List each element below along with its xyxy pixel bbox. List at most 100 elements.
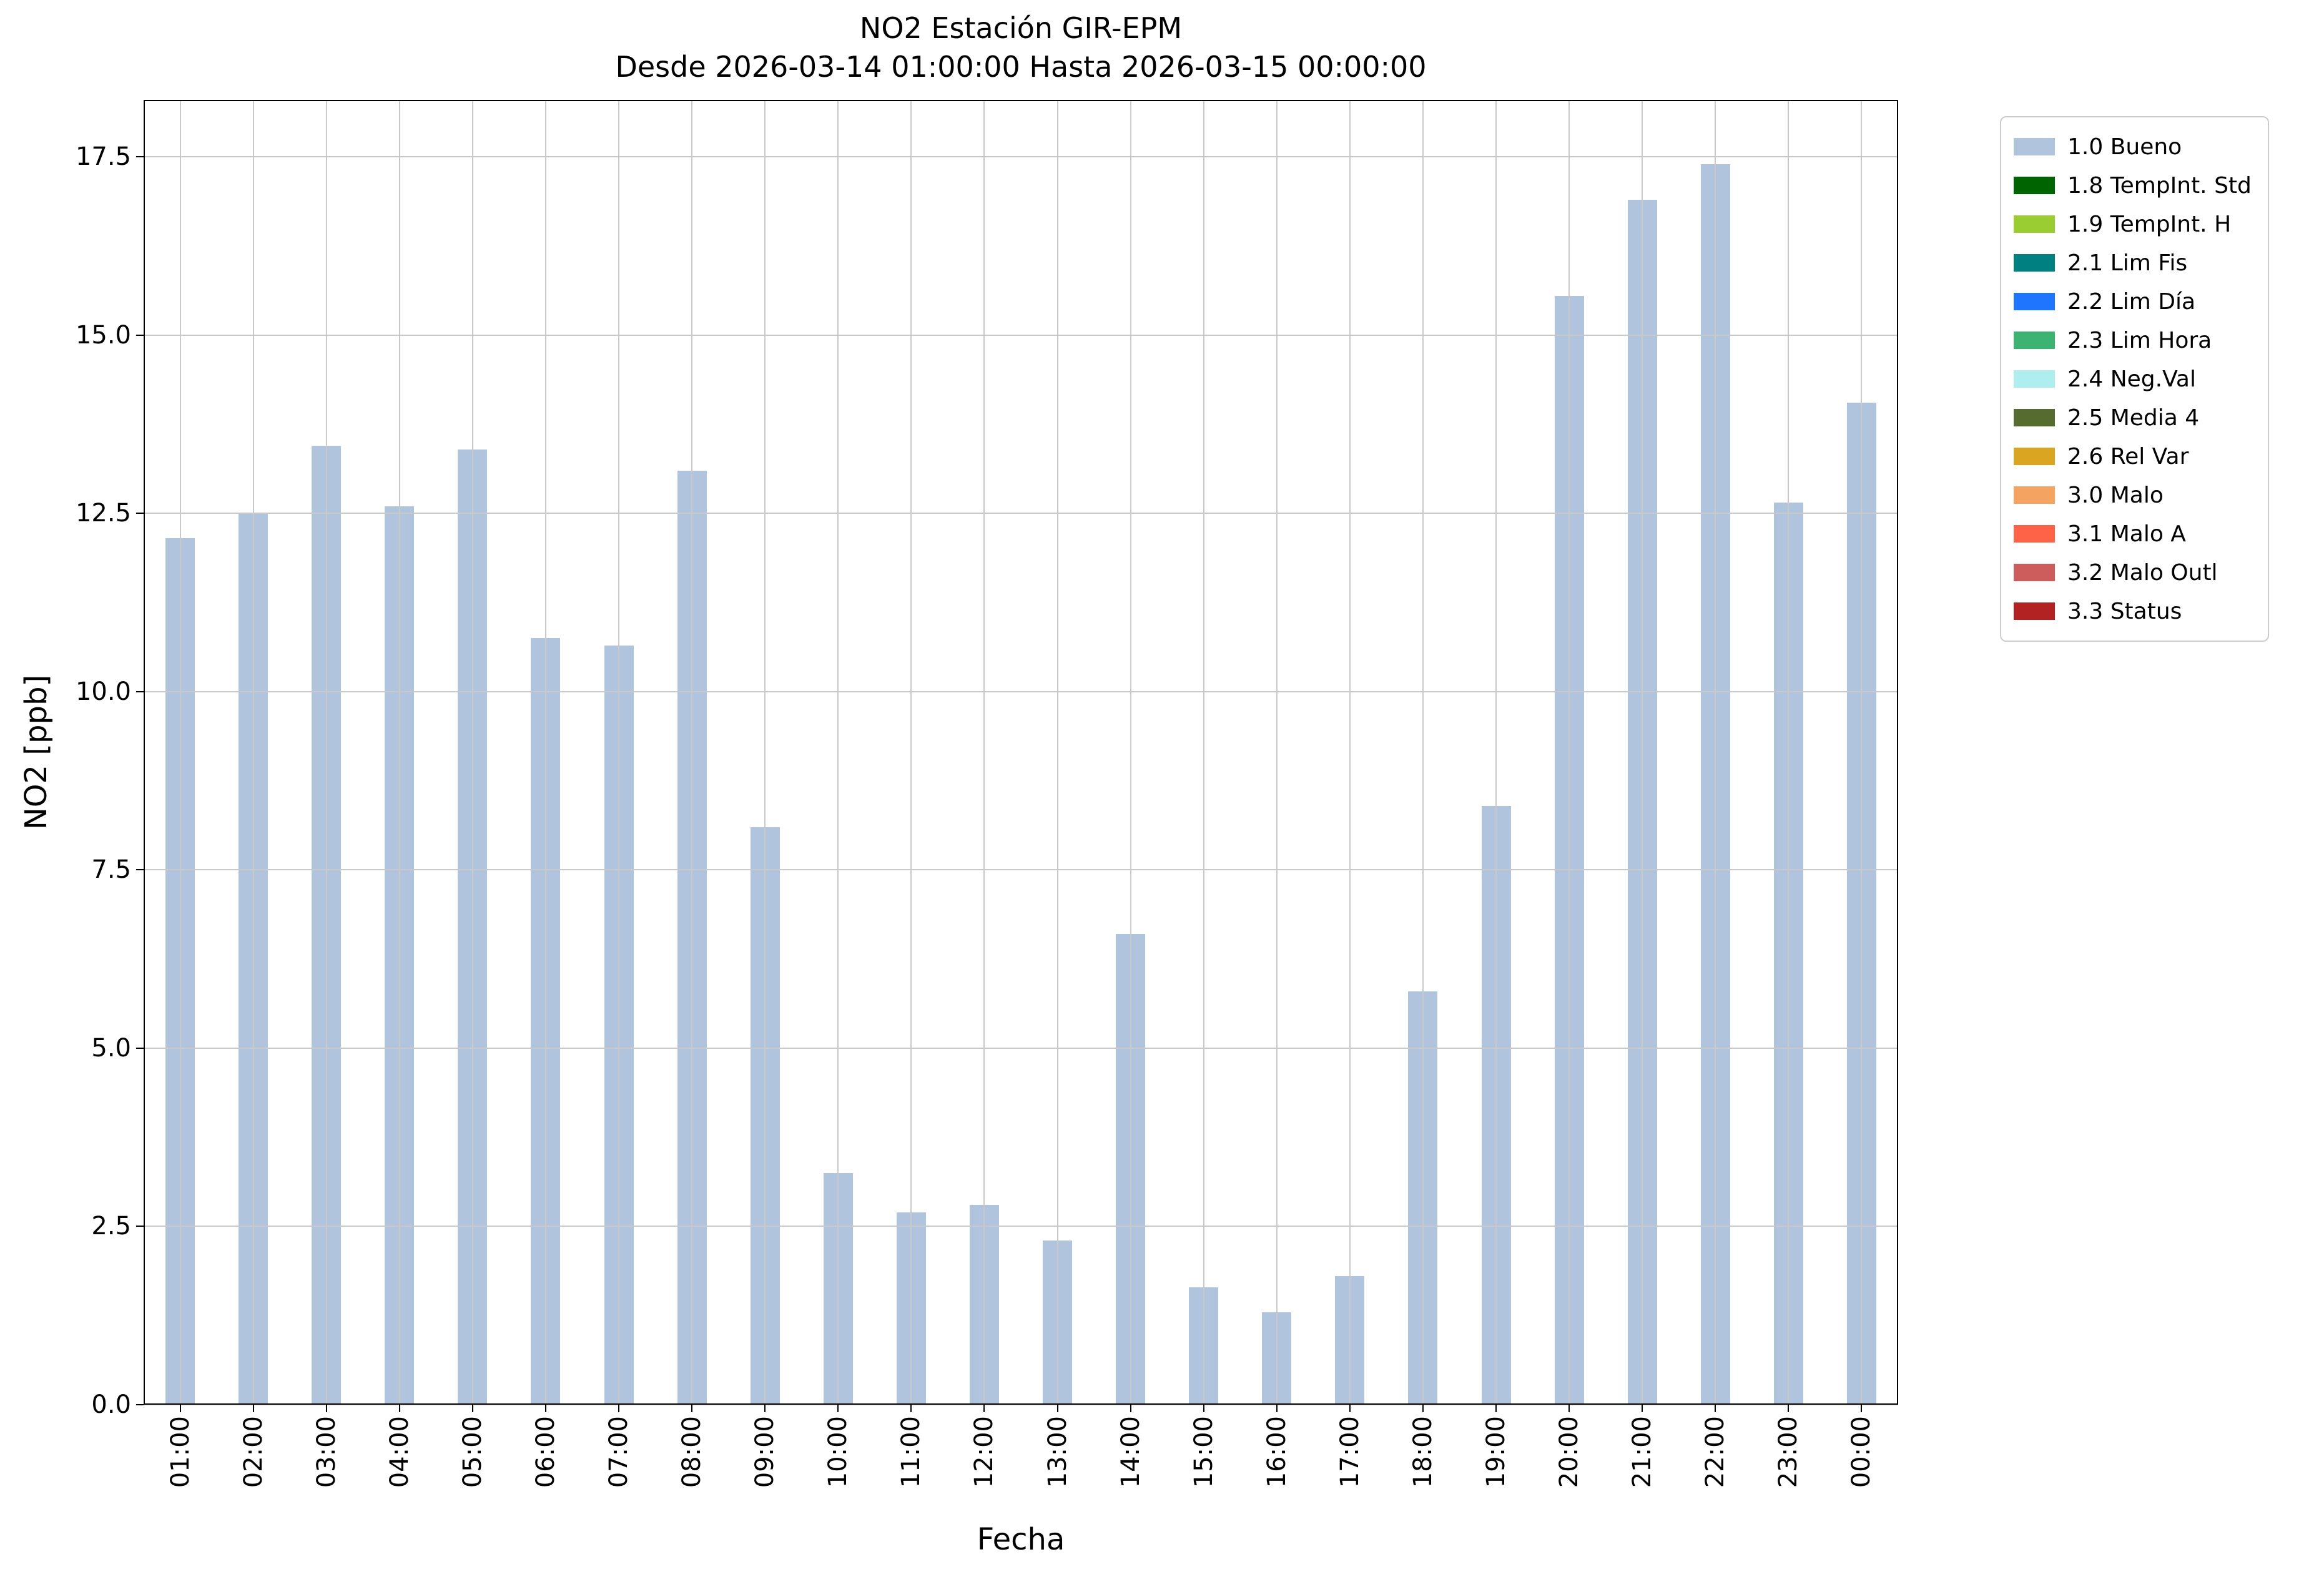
x-gridline — [1568, 100, 1570, 1405]
x-tick-label: 05:00 — [458, 1416, 487, 1488]
x-tick-mark — [325, 1405, 327, 1412]
x-gridline — [1130, 100, 1131, 1405]
legend-label: 3.1 Malo A — [2067, 521, 2186, 547]
x-tick-label: 14:00 — [1116, 1416, 1145, 1488]
x-tick-label-wrap: 20:00 — [1544, 1416, 1594, 1488]
x-tick-mark — [471, 1405, 473, 1412]
x-gridline — [837, 100, 839, 1405]
legend-row: 3.2 Malo Outl — [2014, 553, 2252, 592]
x-tick-label: 21:00 — [1628, 1416, 1657, 1488]
legend-row: 3.1 Malo A — [2014, 514, 2252, 553]
x-tick-mark — [910, 1405, 912, 1412]
legend-row: 2.2 Lim Día — [2014, 282, 2252, 321]
legend-swatch — [2014, 177, 2055, 194]
legend-swatch — [2014, 602, 2055, 620]
x-tick-label-wrap: 17:00 — [1325, 1416, 1375, 1488]
y-gridline — [144, 690, 1898, 692]
x-tick-label: 08:00 — [677, 1416, 707, 1488]
legend-label: 2.2 Lim Día — [2067, 288, 2196, 315]
legend-swatch — [2014, 332, 2055, 349]
legend-swatch — [2014, 448, 2055, 465]
x-tick-label-wrap: 11:00 — [886, 1416, 936, 1488]
x-gridline — [983, 100, 985, 1405]
x-gridline — [1642, 100, 1643, 1405]
y-tick-label: 7.5 — [91, 855, 131, 885]
x-tick-label: 17:00 — [1335, 1416, 1364, 1488]
x-tick-mark — [398, 1405, 400, 1412]
y-tick-mark — [136, 156, 144, 158]
legend: 1.0 Bueno 1.8 TempInt. Std 1.9 TempInt. H 2… — [2000, 116, 2269, 642]
x-tick-label-wrap: 08:00 — [667, 1416, 717, 1488]
legend-label: 2.6 Rel Var — [2067, 443, 2189, 469]
x-tick-label-wrap: 05:00 — [448, 1416, 498, 1488]
x-tick-label: 10:00 — [824, 1416, 853, 1488]
legend-swatch — [2014, 564, 2055, 581]
legend-swatch — [2014, 138, 2055, 155]
legend-label: 1.8 TempInt. Std — [2067, 172, 2252, 199]
x-gridline — [1788, 100, 1790, 1405]
y-tick-label: 5.0 — [91, 1033, 131, 1063]
legend-row: 2.4 Neg.Val — [2014, 360, 2252, 398]
x-tick-label-wrap: 16:00 — [1252, 1416, 1302, 1488]
legend-row: 2.6 Rel Var — [2014, 437, 2252, 476]
y-tick-mark — [136, 513, 144, 514]
legend-label: 2.5 Media 4 — [2067, 405, 2200, 431]
x-tick-label-wrap: 06:00 — [521, 1416, 571, 1488]
x-gridline — [1715, 100, 1716, 1405]
chart-title-line1: NO2 Estación GIR-EPM — [859, 11, 1183, 45]
x-tick-label-wrap: 02:00 — [229, 1416, 278, 1488]
x-gridline — [1276, 100, 1278, 1405]
y-gridline — [144, 1404, 1898, 1405]
x-tick-mark — [1276, 1405, 1278, 1412]
x-tick-label-wrap: 12:00 — [959, 1416, 1009, 1488]
x-tick-label: 15:00 — [1189, 1416, 1218, 1488]
y-gridline — [144, 1226, 1898, 1227]
x-tick-label-wrap: 13:00 — [1033, 1416, 1083, 1488]
x-tick-mark — [1349, 1405, 1351, 1412]
legend-swatch — [2014, 254, 2055, 272]
x-tick-mark — [691, 1405, 693, 1412]
x-tick-label: 03:00 — [312, 1416, 341, 1488]
x-tick-label-wrap: 23:00 — [1763, 1416, 1813, 1488]
x-tick-label-wrap: 04:00 — [375, 1416, 425, 1488]
x-tick-mark — [1130, 1405, 1131, 1412]
x-tick-label-wrap: 15:00 — [1179, 1416, 1229, 1488]
y-tick-label: 12.5 — [75, 499, 131, 528]
legend-row: 2.3 Lim Hora — [2014, 321, 2252, 360]
x-tick-label-wrap: 09:00 — [740, 1416, 790, 1488]
y-tick-mark — [136, 869, 144, 871]
x-tick-mark — [1422, 1405, 1424, 1412]
legend-label: 3.2 Malo Outl — [2067, 559, 2218, 586]
y-tick-label: 17.5 — [75, 142, 131, 172]
legend-swatch — [2014, 486, 2055, 504]
x-gridline — [618, 100, 620, 1405]
y-gridline — [144, 334, 1898, 336]
legend-row: 1.8 TempInt. Std — [2014, 166, 2252, 205]
y-gridline — [144, 513, 1898, 514]
x-tick-label: 16:00 — [1262, 1416, 1291, 1488]
x-tick-mark — [1203, 1405, 1204, 1412]
x-tick-mark — [179, 1405, 181, 1412]
y-gridline — [144, 869, 1898, 871]
y-tick-mark — [136, 690, 144, 692]
x-tick-label: 06:00 — [531, 1416, 560, 1488]
x-tick-label: 13:00 — [1043, 1416, 1072, 1488]
legend-row: 1.0 Bueno — [2014, 127, 2252, 166]
x-gridline — [252, 100, 254, 1405]
legend-swatch — [2014, 370, 2055, 388]
x-tick-label-wrap: 10:00 — [813, 1416, 863, 1488]
x-tick-mark — [1715, 1405, 1716, 1412]
x-tick-label-wrap: 07:00 — [594, 1416, 644, 1488]
x-tick-mark — [1568, 1405, 1570, 1412]
x-tick-label: 11:00 — [897, 1416, 926, 1488]
x-gridline — [764, 100, 766, 1405]
x-tick-mark — [837, 1405, 839, 1412]
x-tick-label: 07:00 — [604, 1416, 634, 1488]
x-tick-label: 00:00 — [1847, 1416, 1876, 1488]
legend-swatch — [2014, 293, 2055, 310]
x-tick-label: 22:00 — [1701, 1416, 1730, 1488]
legend-label: 1.9 TempInt. H — [2067, 211, 2232, 237]
y-tick-mark — [136, 1404, 144, 1405]
chart-title-line2: Desde 2026-03-14 01:00:00 Hasta 2026-03-… — [615, 50, 1427, 84]
